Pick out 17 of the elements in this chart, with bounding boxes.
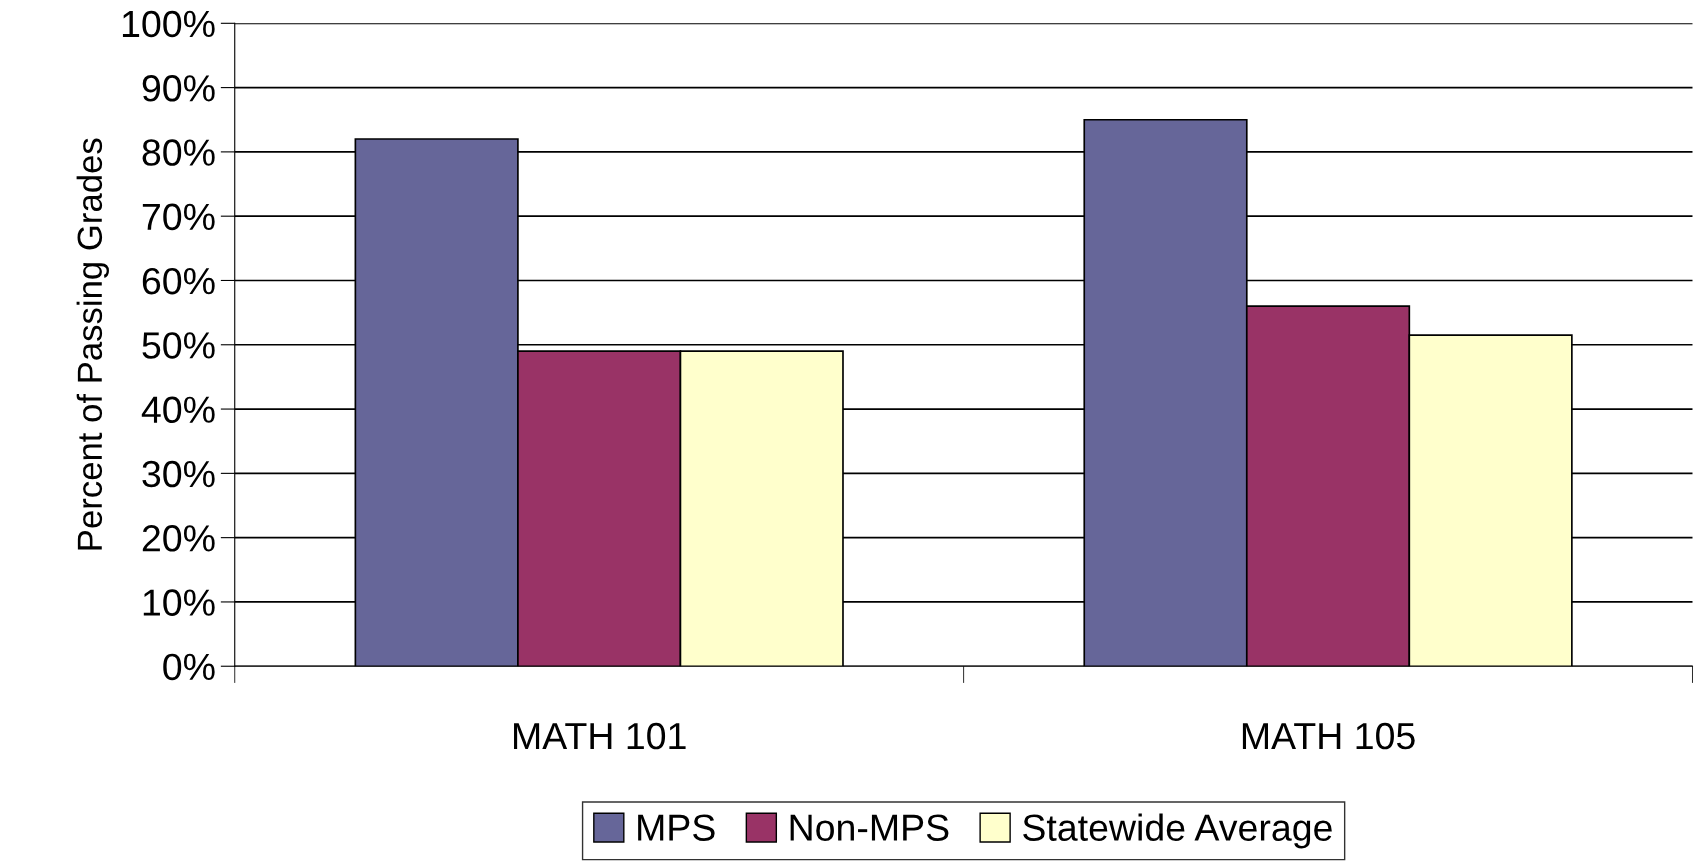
y-tick-label: 100% (122, 10, 215, 38)
y-tick-label: 10% (143, 589, 215, 616)
legend-label: Non-MPS (790, 814, 949, 841)
legend-label: MPS (638, 814, 715, 841)
x-tick-label: MATH 101 (514, 722, 686, 750)
y-tick-label: 40% (141, 396, 215, 424)
y-tick-label: 30% (142, 460, 215, 488)
y-tick-label: 50% (142, 332, 215, 359)
y-tick-label: 90% (142, 75, 215, 102)
y-tick-label: 20% (142, 525, 215, 552)
x-tick-label: MATH 105 (1242, 722, 1415, 750)
y-tick-label: 70% (142, 203, 215, 231)
legend-label: Statewide Average (1023, 813, 1332, 849)
y-tick-label: 60% (142, 267, 215, 295)
y-tick-label: 0% (163, 653, 215, 681)
y-axis-title: Percent of Passing Grades (76, 138, 109, 550)
y-tick-label: 80% (142, 139, 215, 166)
